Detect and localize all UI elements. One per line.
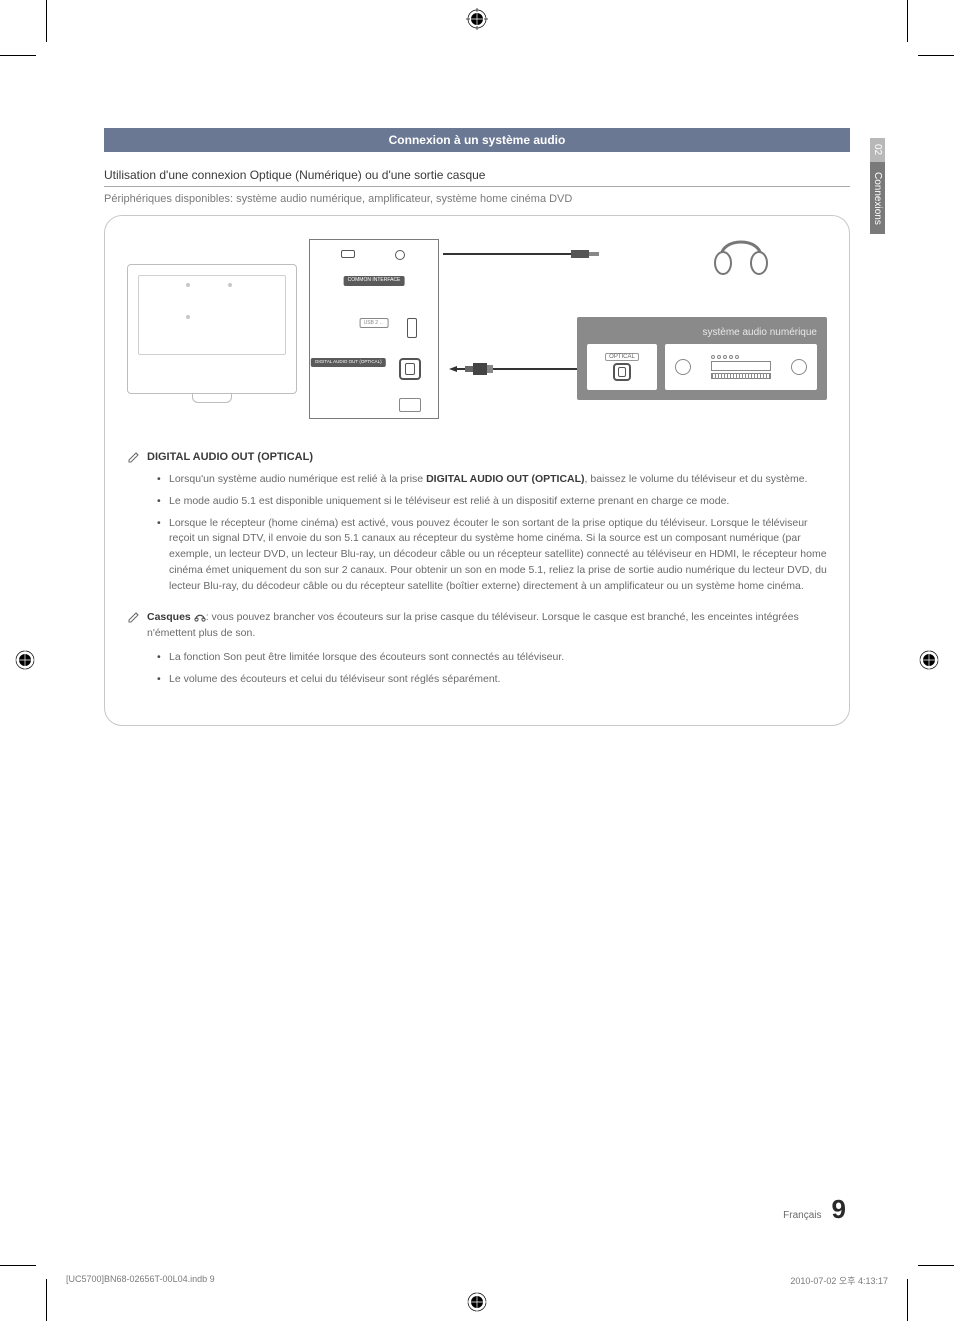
- crop-mark: [0, 1265, 36, 1266]
- optical-input-panel: OPTICAL: [587, 344, 657, 390]
- crop-mark: [46, 0, 47, 42]
- tv-ports-panel: COMMON INTERFACE USB 2 ← DIGITAL AUDIO O…: [309, 239, 439, 419]
- crop-mark: [46, 1279, 47, 1321]
- crop-mark: [918, 1265, 954, 1266]
- usb-label: USB 2 ←: [360, 318, 389, 328]
- common-interface-label: COMMON INTERFACE: [344, 276, 405, 286]
- list-item: Le mode audio 5.1 est disponible uniquem…: [157, 494, 827, 510]
- page-footer: Français 9: [783, 1194, 846, 1225]
- list-item: La fonction Son peut être limitée lorsqu…: [157, 650, 827, 666]
- note-heading: Casques: [147, 611, 191, 623]
- registration-mark-icon: [466, 1291, 488, 1313]
- language-label: Français: [783, 1210, 821, 1221]
- headphones-small-icon: [194, 612, 206, 622]
- page-content: Connexion à un système audio Utilisation…: [104, 128, 850, 726]
- tv-icon: [127, 264, 297, 394]
- section-header: Connexion à un système audio: [104, 128, 850, 152]
- print-footer: [UC5700]BN68-02656T-00L04.indb 9 2010-07…: [66, 1274, 888, 1287]
- list-item: Lorsque le récepteur (home cinéma) est a…: [157, 516, 827, 595]
- crop-mark: [0, 55, 36, 56]
- registration-mark-icon: [14, 649, 36, 671]
- diagram-panel: COMMON INTERFACE USB 2 ← DIGITAL AUDIO O…: [104, 215, 850, 726]
- crop-mark: [907, 1279, 908, 1321]
- digital-audio-out-label: DIGITAL AUDIO OUT (OPTICAL): [311, 358, 385, 367]
- optical-port-icon: [399, 358, 421, 380]
- headphones-icon: [711, 223, 771, 279]
- list-item: Le volume des écouteurs et celui du télé…: [157, 672, 827, 688]
- section-title: Connexion à un système audio: [389, 133, 566, 147]
- audio-system-label: système audio numérique: [587, 327, 817, 338]
- amplifier-front-icon: [665, 344, 817, 390]
- page-number: 9: [832, 1194, 846, 1225]
- optical-input-label: OPTICAL: [605, 353, 639, 361]
- note-icon: [127, 450, 141, 464]
- optical-port-icon: [613, 363, 631, 381]
- registration-mark-icon: [466, 8, 488, 30]
- chapter-label: Connexions: [870, 162, 885, 234]
- chapter-number: 02: [870, 138, 885, 162]
- print-file-info: [UC5700]BN68-02656T-00L04.indb 9: [66, 1274, 215, 1287]
- digital-audio-system-box: système audio numérique OPTICAL: [577, 317, 827, 400]
- crop-mark: [907, 0, 908, 42]
- notes-section: DIGITAL AUDIO OUT (OPTICAL) Lorsqu'un sy…: [127, 450, 827, 687]
- subcaption: Périphériques disponibles: système audio…: [104, 193, 850, 205]
- print-timestamp: 2010-07-02 오후 4:13:17: [790, 1274, 888, 1287]
- note-heading: DIGITAL AUDIO OUT (OPTICAL): [147, 451, 313, 463]
- subheading: Utilisation d'une connexion Optique (Num…: [104, 168, 850, 187]
- registration-mark-icon: [918, 649, 940, 671]
- note-icon: [127, 610, 141, 624]
- chapter-side-tab: 02 Connexions: [870, 138, 894, 234]
- list-item: Lorsqu'un système audio numérique est re…: [157, 472, 827, 488]
- crop-mark: [918, 55, 954, 56]
- headphone-cable-icon: [443, 247, 603, 261]
